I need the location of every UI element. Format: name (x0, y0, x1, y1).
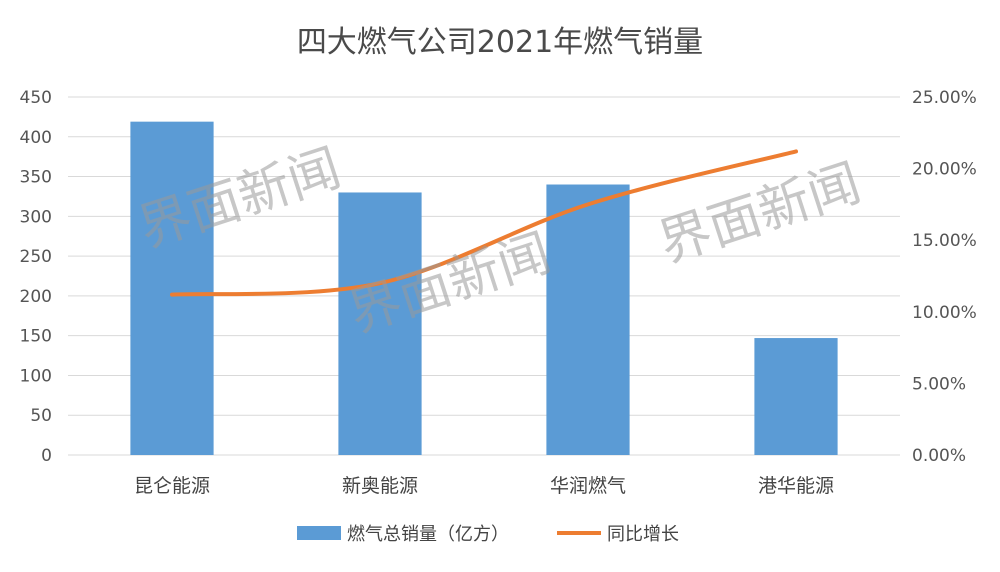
category-label: 昆仑能源 (134, 475, 210, 497)
legend: 燃气总销量（亿方） 同比增长 (297, 524, 679, 545)
left-tick-label: 250 (20, 247, 52, 267)
left-tick-label: 400 (20, 128, 52, 148)
bar (754, 338, 838, 455)
left-tick-label: 100 (20, 366, 52, 386)
bar (130, 121, 214, 455)
bar (338, 192, 422, 455)
left-tick-label: 150 (20, 327, 52, 347)
left-axis-ticks: 0 50 100 150 200 250 300 350 400 450 (20, 88, 52, 466)
category-label: 华润燃气 (550, 475, 626, 497)
bar (546, 184, 630, 455)
left-tick-label: 300 (20, 207, 52, 227)
right-tick-label: 0.00% (912, 446, 966, 466)
line-series (170, 149, 798, 297)
right-tick-label: 10.00% (912, 303, 977, 323)
growth-line (170, 149, 798, 297)
chart-title: 四大燃气公司2021年燃气销量 (297, 25, 703, 60)
category-label: 港华能源 (758, 475, 834, 497)
left-tick-label: 50 (30, 406, 52, 426)
right-tick-label: 15.00% (912, 231, 977, 251)
right-tick-label: 25.00% (912, 88, 977, 108)
category-label: 新奥能源 (342, 475, 418, 497)
legend-swatch-bar (297, 526, 341, 540)
left-tick-label: 450 (20, 88, 52, 108)
left-tick-label: 0 (41, 446, 52, 466)
legend-label-bar: 燃气总销量（亿方） (347, 524, 509, 545)
legend-label-line: 同比增长 (607, 524, 679, 545)
left-tick-label: 200 (20, 287, 52, 307)
right-tick-label: 5.00% (912, 374, 966, 394)
category-labels: 昆仑能源 新奥能源 华润燃气 港华能源 (134, 475, 834, 497)
right-axis-ticks: 0.00% 5.00% 10.00% 15.00% 20.00% 25.00% (912, 88, 977, 466)
bar-series (130, 121, 838, 455)
left-tick-label: 350 (20, 168, 52, 188)
right-tick-label: 20.00% (912, 160, 977, 180)
